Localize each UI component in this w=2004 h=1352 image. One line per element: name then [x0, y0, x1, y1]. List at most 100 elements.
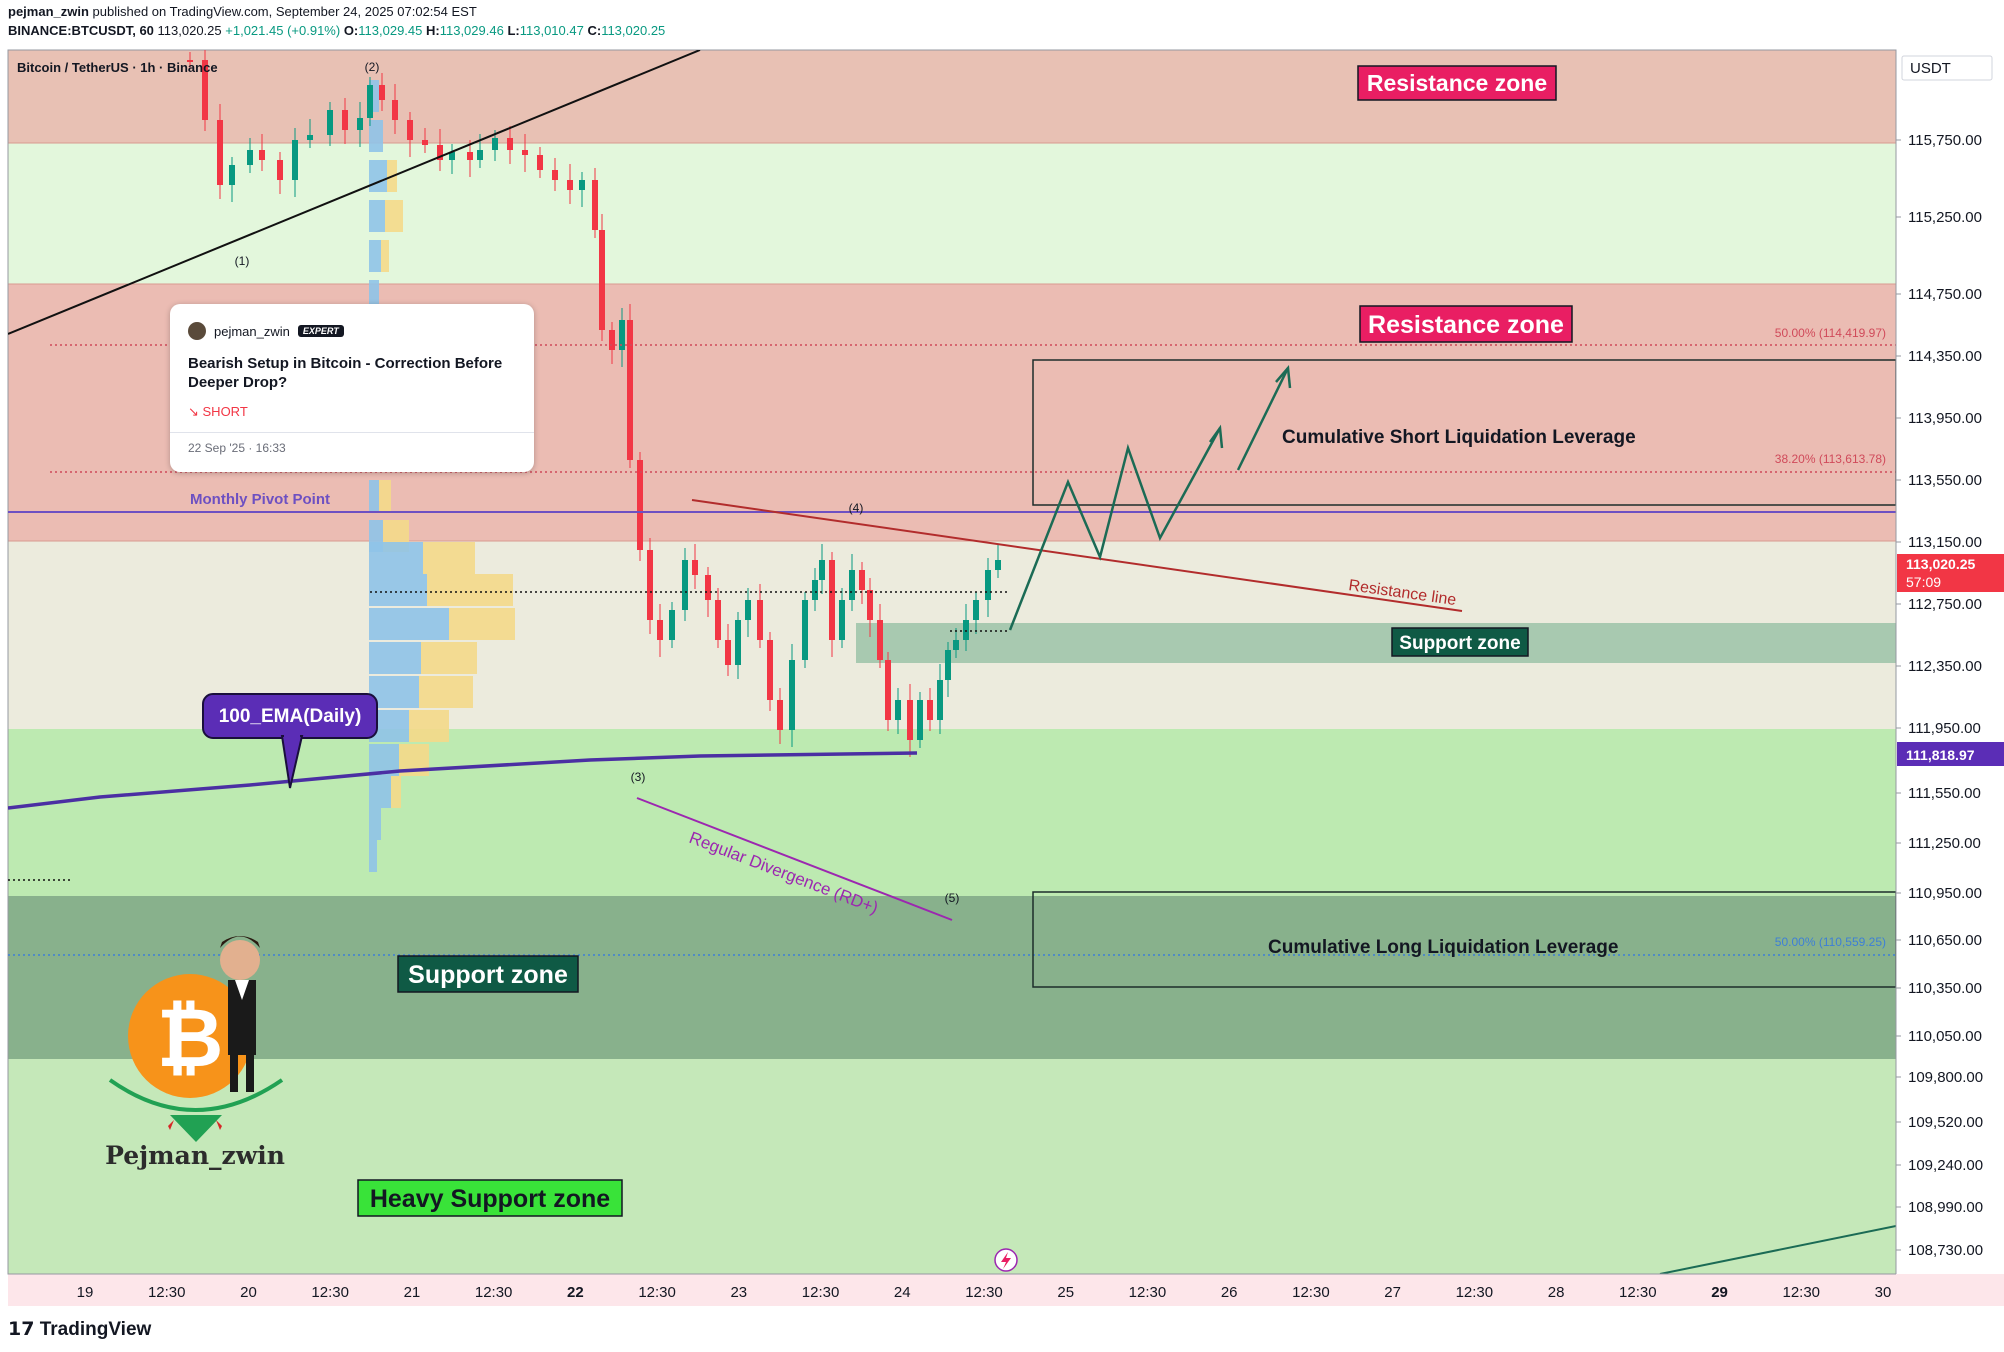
candle-body	[407, 120, 413, 140]
time-tick-label: 25	[1057, 1284, 1074, 1301]
idea-card-user: pejman_zwin EXPERT	[188, 322, 344, 340]
time-tick-label: 12:30	[311, 1284, 349, 1301]
candle-body	[392, 100, 398, 120]
candle-body	[579, 180, 585, 190]
price-tick-label: 111,950.00	[1908, 720, 1981, 737]
short-liquidation-label: Cumulative Short Liquidation Leverage	[1282, 427, 1636, 448]
volume-profile-bar-up	[369, 542, 423, 574]
volume-profile-bar-down	[409, 710, 449, 742]
volume-profile-bar-down	[379, 480, 391, 512]
candle-body	[963, 620, 969, 640]
candle-body	[552, 170, 558, 180]
candle-body	[985, 570, 991, 600]
time-tick-label: 12:30	[965, 1284, 1003, 1301]
svg-text:111,818.97: 111,818.97	[1906, 747, 1975, 763]
fib-50-lower-label: 50.00% (110,559.25)	[1775, 935, 1886, 949]
price-tick-label: 111,550.00	[1908, 785, 1981, 802]
tradingview-mark-icon: 𝟭𝟳	[8, 1319, 40, 1340]
candle-body	[599, 230, 605, 330]
candle-body	[357, 118, 363, 130]
wave-1-label: (1)	[235, 254, 250, 268]
chart-title: Bitcoin / TetherUS · 1h · Binance	[17, 60, 218, 75]
candle-body	[437, 145, 443, 160]
time-tick-label: 26	[1221, 1284, 1238, 1301]
avatar	[188, 322, 206, 340]
volume-profile-bar-up	[369, 776, 391, 808]
time-tick-label: 30	[1875, 1284, 1892, 1301]
time-tick-label: 12:30	[1129, 1284, 1167, 1301]
tradingview-logo[interactable]: 𝟭𝟳 TradingView	[8, 1318, 151, 1341]
divergence-line	[636, 797, 953, 921]
candle-body	[307, 135, 313, 140]
idea-card-username: pejman_zwin	[214, 323, 290, 339]
candle-body	[217, 120, 223, 185]
candle-body	[725, 640, 731, 665]
author-name[interactable]: pejman_zwin	[8, 4, 89, 19]
price-tick-label: 110,650.00	[1908, 932, 1982, 949]
heavy-support-zone-label: Heavy Support zone	[357, 1179, 623, 1217]
candle-body	[867, 590, 873, 620]
time-tick-label: 22	[567, 1284, 584, 1301]
open-value: 113,029.45	[358, 23, 423, 38]
svg-text:113,020.25: 113,020.25	[1906, 556, 1976, 572]
support-zone-label-right: Support zone	[1391, 627, 1529, 657]
candle-body	[522, 150, 528, 155]
candle-body	[202, 60, 208, 120]
idea-card-title[interactable]: Bearish Setup in Bitcoin - Correction Be…	[188, 355, 503, 391]
candle-body	[877, 620, 883, 660]
ema-line	[8, 751, 918, 810]
zone-support-band	[856, 623, 1896, 663]
volume-profile-bar-up	[369, 120, 383, 152]
candle-body	[692, 560, 698, 575]
candle-body	[895, 700, 901, 720]
wave-5-label: (5)	[945, 891, 960, 905]
svg-text:100_EMA(Daily): 100_EMA(Daily)	[219, 706, 362, 727]
idea-direction: ↘ SHORT	[188, 404, 248, 419]
price-tick-label: 108,990.00	[1908, 1199, 1983, 1216]
volume-profile-bar-up	[369, 574, 427, 606]
idea-card-date: 22 Sep '25 · 16:33	[188, 441, 286, 455]
bottom-trendline	[1659, 1225, 1896, 1274]
price-axis[interactable]	[1896, 50, 2004, 1274]
price-tick-label: 110,350.00	[1908, 980, 1982, 997]
volume-profile-bar-down	[419, 676, 473, 708]
candle-body	[467, 152, 473, 160]
candle-body	[917, 700, 923, 740]
drawings	[8, 50, 1896, 1274]
author-logo: ₿ Pejman_zwin	[105, 936, 285, 1170]
time-tick-label: 20	[240, 1284, 257, 1301]
idea-card[interactable]: pejman_zwin EXPERT Bearish Setup in Bitc…	[170, 304, 534, 472]
candle-body	[259, 150, 265, 160]
bitcoin-icon	[128, 974, 252, 1098]
price-tick-label: 112,750.00	[1908, 596, 1982, 613]
wave-3-label: (3)	[631, 770, 646, 784]
candle-body	[777, 700, 783, 730]
candle-body	[945, 650, 951, 680]
candle-body	[757, 600, 763, 640]
price-tick-label: 109,240.00	[1908, 1157, 1983, 1174]
svg-text:Support zone: Support zone	[408, 961, 568, 989]
time-tick-label: 12:30	[1456, 1284, 1494, 1301]
candle-body	[609, 330, 615, 350]
candle-body	[327, 110, 333, 135]
zone-heavy-green	[8, 1059, 1896, 1274]
expert-badge: EXPERT	[297, 325, 344, 337]
candle-body	[849, 570, 855, 600]
price-tick-label: 113,150.00	[1908, 534, 1982, 551]
candle-body	[567, 180, 573, 190]
price-tick-label: 111,250.00	[1908, 835, 1981, 852]
time-axis[interactable]	[8, 1274, 2004, 1306]
candle-body	[705, 575, 711, 600]
currency-box[interactable]	[1901, 55, 1993, 81]
volume-profile-bar-up	[369, 840, 377, 872]
svg-text:₿: ₿	[157, 991, 224, 1086]
lightning-icon[interactable]	[994, 1248, 1018, 1272]
candle-body	[229, 165, 235, 185]
candle-body	[937, 680, 943, 720]
time-tick-label: 12:30	[148, 1284, 186, 1301]
time-tick-label: 12:30	[802, 1284, 840, 1301]
candle-body	[715, 600, 721, 640]
candle-body	[789, 660, 795, 730]
monthly-pivot-label: Monthly Pivot Point	[190, 491, 330, 508]
